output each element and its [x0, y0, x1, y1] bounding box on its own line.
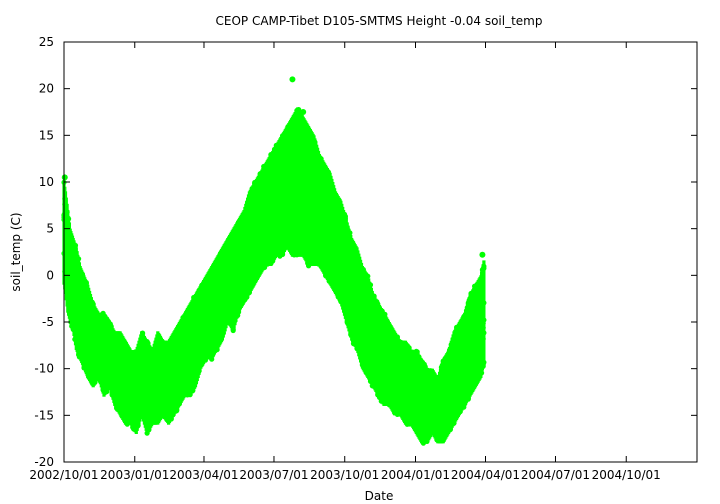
- data-point: [61, 174, 68, 181]
- y-tick-label: 5: [46, 222, 54, 236]
- y-tick-label: 15: [39, 128, 54, 142]
- y-axis: -20 -15 -10 -5 0 5 10 15 20 25: [34, 35, 697, 469]
- data-point: [479, 251, 486, 258]
- x-tick-label: 2003/10/01: [310, 468, 379, 482]
- y-tick-label: -20: [34, 455, 54, 469]
- y-tick-label: 20: [39, 82, 54, 96]
- x-tick-label: 2004/10/01: [592, 468, 661, 482]
- y-tick-label: -15: [34, 408, 54, 422]
- x-axis: 2002/10/01 2003/01/01 2003/04/01 2003/07/01…: [29, 42, 661, 482]
- x-tick-label: 2004/01/01: [381, 468, 450, 482]
- y-tick-label: 10: [39, 175, 54, 189]
- y-axis-label: soil_temp (C): [9, 212, 23, 291]
- chart-title: CEOP CAMP-Tibet D105-SMTMS Height -0.04 …: [216, 14, 543, 28]
- y-tick-label: 25: [39, 35, 54, 49]
- x-tick-label: 2002/10/01: [29, 468, 98, 482]
- x-tick-label: 2003/04/01: [169, 468, 238, 482]
- x-tick-label: 2004/07/01: [521, 468, 590, 482]
- x-tick-label: 2003/01/01: [100, 468, 169, 482]
- x-tick-label: 2003/07/01: [239, 468, 308, 482]
- plot-points: [61, 76, 487, 446]
- y-tick-label: -5: [42, 315, 54, 329]
- data-range: [482, 260, 486, 364]
- plot-frame: [63, 41, 698, 463]
- y-tick-label: 0: [46, 268, 54, 282]
- x-axis-label: Date: [365, 489, 394, 503]
- y-tick-label: -10: [34, 362, 54, 376]
- data-point: [289, 76, 296, 83]
- data-point: [300, 109, 307, 115]
- x-tick-label: 2004/04/01: [451, 468, 520, 482]
